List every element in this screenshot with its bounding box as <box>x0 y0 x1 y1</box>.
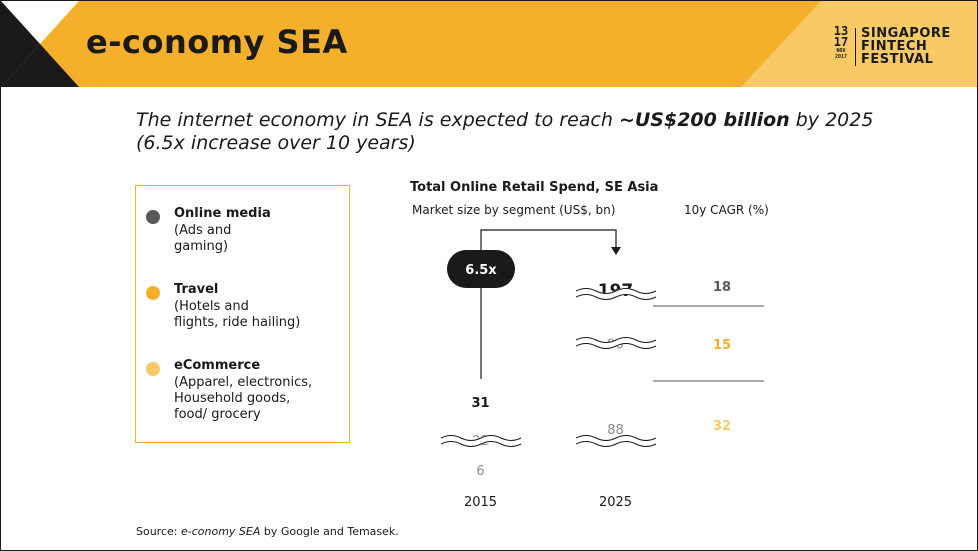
axis-break-2025-mid-gap <box>574 337 658 349</box>
logo-date-end: 17 <box>833 35 849 49</box>
growth-arrow-head <box>611 247 621 255</box>
logo-wordmark: SINGAPORE FINTECH FESTIVAL <box>861 27 951 66</box>
source-note: Source: e-conomy SEA by Google and Temas… <box>136 525 399 538</box>
legend-dot-online-media <box>146 210 160 224</box>
category-label: 2025 <box>599 495 632 510</box>
cagr-value-online-media: 18 <box>713 280 731 295</box>
header-white-notch <box>1 1 79 44</box>
headline-part-1: The internet economy in SEA is expected … <box>136 109 619 131</box>
legend-dot-ecommerce <box>146 362 160 376</box>
legend-desc: (Apparel, electronics, Household goods, … <box>174 375 313 422</box>
bar-total-label: 31 <box>471 396 489 411</box>
logo-month: NOV <box>836 48 846 54</box>
legend-name: eCommerce <box>174 358 261 373</box>
cagr-value-travel: 15 <box>713 338 731 353</box>
logo-dates: 13 17 NOV 2017 <box>830 24 852 60</box>
axis-break-2015-gap <box>439 435 523 447</box>
headline-part-2: by 2025 <box>789 109 874 131</box>
category-label: 2015 <box>464 495 497 510</box>
logo-divider <box>855 28 856 66</box>
legend-name: Online media <box>174 206 271 221</box>
header-black-triangle-left <box>1 1 40 87</box>
headline-line-2: (6.5x increase over 10 years) <box>136 132 416 154</box>
legend-desc: (Hotels and flights, ride hailing) <box>174 299 301 330</box>
multiplier-badge <box>447 250 515 288</box>
axis-break-2025-top-line-top <box>575 288 657 294</box>
axis-break-2025-bottom-gap <box>574 435 658 447</box>
axis-break-2025-bottom-line-bottom <box>575 441 657 447</box>
chart-subtitle: Market size by segment (US$, bn) <box>412 203 616 217</box>
logo-year: 2017 <box>834 54 848 60</box>
axis-break-2025-bottom-line-top <box>575 435 657 441</box>
axis-break-2015-line-top <box>440 435 522 441</box>
axis-break-2025-mid-line-top <box>575 337 657 343</box>
header-black-triangle-bottom <box>1 44 79 87</box>
source-title: e-conomy SEA <box>180 525 261 538</box>
axis-break-2025-top-gap <box>574 288 658 300</box>
source-prefix: Source: <box>136 525 181 538</box>
logo-line-2: FINTECH <box>861 39 928 54</box>
cagr-value-ecommerce: 32 <box>713 419 731 434</box>
cagr-header: 10y CAGR (%) <box>684 203 769 217</box>
growth-connector-line <box>480 229 617 379</box>
axis-break-2025-top-line-bottom <box>575 294 657 300</box>
header-logo-panel <box>741 1 977 87</box>
legend-dot-travel <box>146 286 160 300</box>
logo-date-start: 13 <box>833 24 849 38</box>
data-label: 6 <box>476 464 484 479</box>
axis-break-2025-mid-line-bottom <box>575 343 657 349</box>
axis-break-2015-line-bottom <box>440 441 522 447</box>
festival-logo: 13 17 NOV 2017 SINGAPORE FINTECH FESTIVA… <box>830 24 970 72</box>
multiplier-label: 6.5x <box>465 263 497 278</box>
legend-box: Online media (Ads and gaming) Travel (Ho… <box>135 185 350 443</box>
data-label: 4 <box>476 406 484 421</box>
logo-line-1: SINGAPORE <box>861 26 951 41</box>
headline-bold: ~US$200 billion <box>618 109 790 131</box>
page-title: e-conomy SEA <box>86 23 348 61</box>
source-suffix: by Google and Temasek. <box>260 525 399 538</box>
chart-title: Total Online Retail Spend, SE Asia <box>410 180 659 195</box>
header-graphic <box>1 1 977 87</box>
header-banner: e-conomy SEA 13 17 NOV 2017 SINGAPORE FI… <box>1 1 977 87</box>
legend-desc: (Ads and gaming) <box>174 223 232 254</box>
headline: The internet economy in SEA is expected … <box>136 109 916 155</box>
legend-name: Travel <box>174 282 219 297</box>
logo-line-3: FESTIVAL <box>861 52 934 67</box>
data-label: 88 <box>607 423 624 438</box>
